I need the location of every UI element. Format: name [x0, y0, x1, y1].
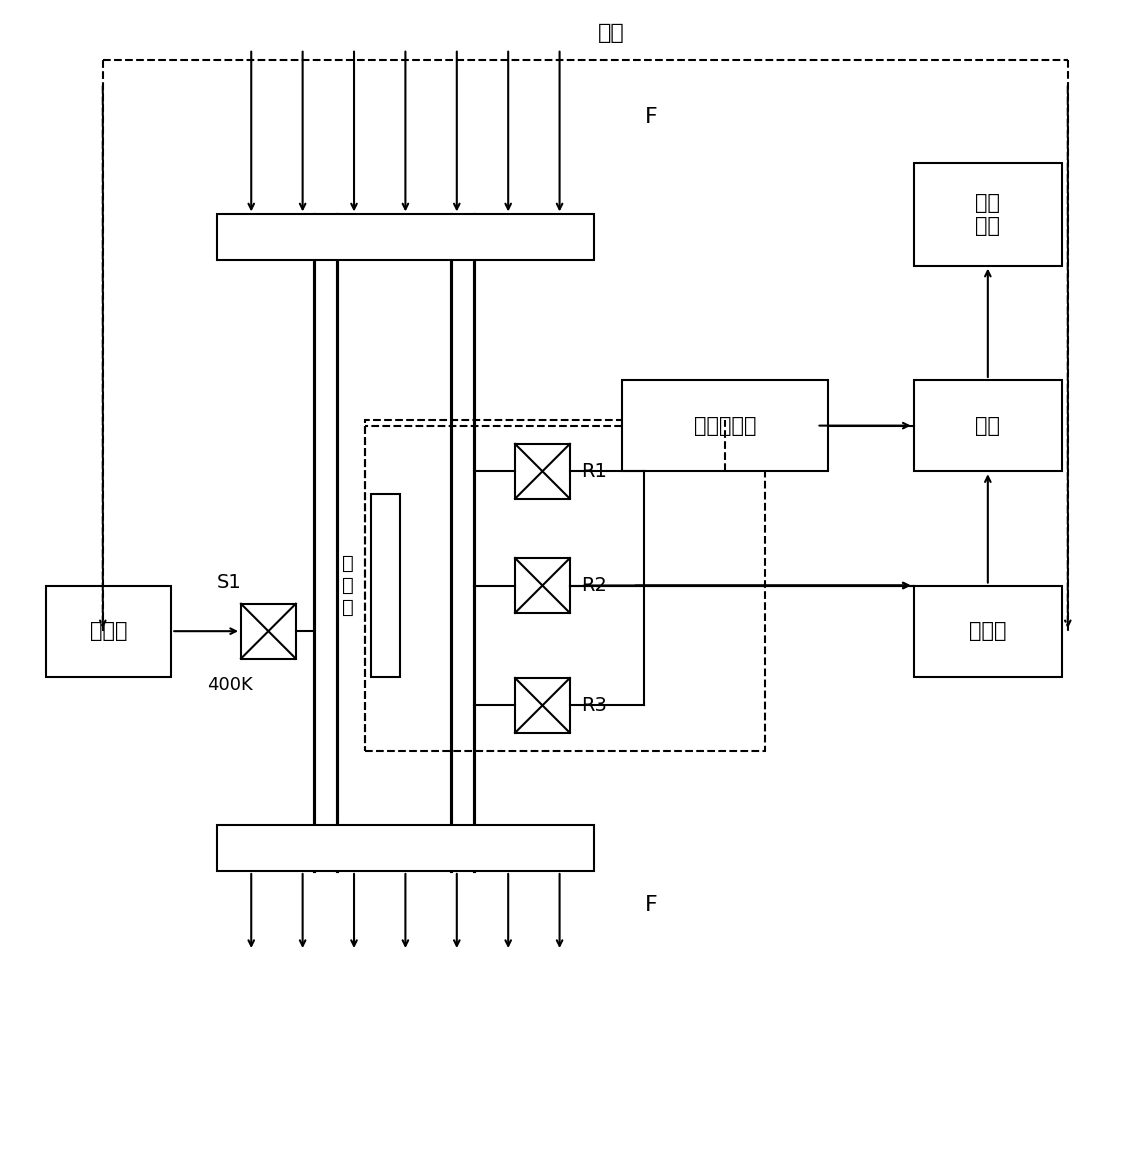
Text: 应
变
片: 应 变 片 [343, 554, 354, 617]
Bar [515, 559, 570, 612]
Text: R1: R1 [581, 461, 608, 481]
Bar [217, 826, 594, 871]
Bar [217, 214, 594, 260]
Text: S1: S1 [217, 574, 242, 593]
Text: 同步: 同步 [597, 23, 625, 43]
Bar [46, 586, 171, 677]
Bar [914, 586, 1062, 677]
Text: 400K: 400K [207, 676, 252, 693]
Bar [622, 379, 828, 471]
Text: 数据
分析: 数据 分析 [975, 193, 1000, 235]
Bar [365, 420, 765, 751]
Text: F: F [644, 108, 658, 128]
Text: R3: R3 [581, 696, 608, 715]
Text: 发射源: 发射源 [90, 621, 127, 642]
Bar [914, 379, 1062, 471]
Bar [371, 494, 400, 677]
Text: 电脑: 电脑 [975, 416, 1000, 436]
Text: 示波器: 示波器 [970, 621, 1006, 642]
Bar [914, 163, 1062, 266]
Bar [241, 604, 296, 658]
Text: 应变采集仪: 应变采集仪 [694, 416, 756, 436]
Text: R2: R2 [581, 576, 608, 595]
Text: F: F [644, 896, 658, 916]
Bar [515, 678, 570, 733]
Bar [515, 444, 570, 499]
